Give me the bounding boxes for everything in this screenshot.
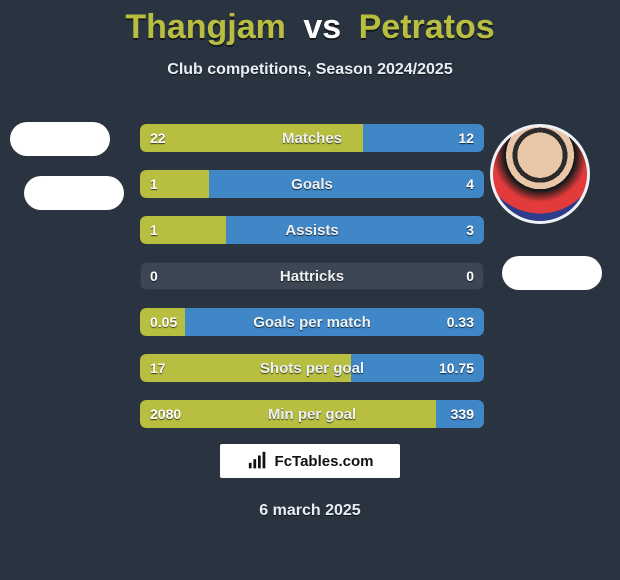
stat-row: 1710.75Shots per goal [140,354,484,382]
brand-text: FcTables.com [275,453,374,470]
brand-badge: FcTables.com [220,444,400,478]
chart-icon [247,450,269,472]
player1-flag-1 [10,122,110,156]
page-title: Thangjam vs Petratos [0,0,620,47]
stat-label: Min per goal [140,400,484,428]
stat-row: 0.050.33Goals per match [140,308,484,336]
stat-label: Matches [140,124,484,152]
date-label: 6 march 2025 [0,502,620,520]
stat-row: 2212Matches [140,124,484,152]
title-player2: Petratos [359,8,495,46]
player1-flag-2 [24,176,124,210]
stat-label: Shots per goal [140,354,484,382]
title-player1: Thangjam [125,8,286,46]
stat-row: 13Assists [140,216,484,244]
stat-row: 14Goals [140,170,484,198]
stat-label: Assists [140,216,484,244]
stat-label: Goals per match [140,308,484,336]
player2-flag [502,256,602,290]
comparison-card: Thangjam vs Petratos Club competitions, … [0,0,620,580]
stat-label: Goals [140,170,484,198]
player2-avatar [490,124,590,224]
stat-bars: 2212Matches 14Goals 13Assists 00Hattricks 0.… [140,124,484,446]
stat-row: 2080339Min per goal [140,400,484,428]
stat-row: 00Hattricks [140,262,484,290]
subtitle: Club competitions, Season 2024/2025 [0,61,620,79]
title-vs: vs [303,8,341,46]
stat-label: Hattricks [140,262,484,290]
